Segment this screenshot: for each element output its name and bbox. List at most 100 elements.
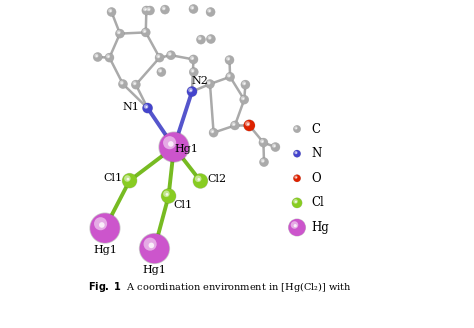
Circle shape (156, 54, 160, 58)
Circle shape (262, 160, 264, 162)
Circle shape (124, 175, 131, 182)
Circle shape (241, 80, 250, 89)
Circle shape (90, 213, 120, 243)
Circle shape (242, 81, 246, 85)
Circle shape (118, 79, 128, 89)
Circle shape (166, 51, 175, 60)
Circle shape (146, 6, 155, 15)
Circle shape (108, 9, 112, 13)
Circle shape (122, 173, 137, 189)
Circle shape (260, 139, 264, 143)
Circle shape (118, 32, 120, 33)
Circle shape (107, 7, 116, 17)
Circle shape (158, 69, 162, 73)
Circle shape (228, 75, 230, 77)
Circle shape (145, 9, 146, 10)
Circle shape (296, 152, 297, 154)
Circle shape (146, 7, 151, 11)
Text: O: O (311, 172, 321, 185)
Circle shape (133, 81, 137, 85)
Circle shape (293, 174, 301, 182)
Text: Hg1: Hg1 (93, 245, 117, 255)
Circle shape (230, 121, 239, 130)
Circle shape (166, 51, 176, 60)
Circle shape (148, 9, 150, 10)
Circle shape (293, 199, 298, 204)
Circle shape (209, 37, 211, 39)
Circle shape (189, 68, 198, 77)
Circle shape (127, 178, 129, 180)
Circle shape (259, 157, 269, 167)
Circle shape (160, 5, 170, 14)
Circle shape (168, 141, 173, 147)
Circle shape (206, 8, 215, 17)
Circle shape (293, 224, 297, 227)
Text: $\mathbf{Fig.\ 1}$  A coordination environment in [Hg(Cl₂)] with: $\mathbf{Fig.\ 1}$ A coordination enviro… (89, 279, 352, 294)
Circle shape (206, 34, 216, 44)
Circle shape (190, 6, 194, 10)
Circle shape (193, 174, 208, 188)
Circle shape (158, 56, 159, 57)
Circle shape (161, 188, 176, 204)
Circle shape (205, 79, 215, 89)
Circle shape (139, 233, 170, 264)
Circle shape (293, 150, 301, 157)
Circle shape (169, 53, 171, 55)
Circle shape (273, 145, 275, 147)
Circle shape (293, 125, 301, 133)
Circle shape (242, 98, 244, 99)
Text: Cl1: Cl1 (103, 173, 122, 183)
Circle shape (160, 5, 170, 14)
Circle shape (189, 5, 198, 13)
Circle shape (245, 121, 250, 126)
Circle shape (225, 72, 235, 82)
Circle shape (161, 189, 176, 203)
Circle shape (227, 73, 231, 77)
Circle shape (228, 58, 229, 60)
Circle shape (146, 106, 147, 108)
Circle shape (294, 126, 298, 130)
Circle shape (294, 151, 298, 154)
Circle shape (115, 29, 125, 38)
Circle shape (93, 52, 102, 62)
Circle shape (206, 34, 216, 44)
Text: N1: N1 (123, 102, 139, 112)
Circle shape (294, 175, 298, 179)
Circle shape (191, 69, 194, 73)
Circle shape (244, 83, 246, 85)
Circle shape (205, 79, 215, 89)
Circle shape (192, 173, 208, 189)
Circle shape (108, 56, 109, 57)
Circle shape (188, 88, 193, 92)
Circle shape (247, 123, 249, 125)
Circle shape (259, 138, 268, 147)
Circle shape (241, 96, 245, 100)
Circle shape (209, 128, 218, 137)
Circle shape (209, 128, 219, 137)
Circle shape (293, 125, 301, 133)
Text: Hg: Hg (311, 221, 329, 234)
Circle shape (196, 35, 206, 44)
Circle shape (142, 103, 153, 113)
Circle shape (230, 121, 240, 130)
Circle shape (148, 243, 154, 248)
Circle shape (210, 129, 214, 133)
Circle shape (163, 191, 170, 197)
Circle shape (291, 221, 298, 229)
Circle shape (225, 55, 234, 65)
Circle shape (189, 55, 198, 64)
Circle shape (225, 55, 234, 65)
Circle shape (226, 57, 230, 61)
Circle shape (209, 10, 210, 12)
Circle shape (115, 29, 125, 38)
Text: Cl2: Cl2 (208, 174, 227, 184)
Circle shape (162, 6, 165, 10)
Text: Cl1: Cl1 (173, 200, 192, 210)
Circle shape (157, 68, 166, 77)
Circle shape (293, 174, 301, 182)
Circle shape (231, 122, 236, 126)
Circle shape (165, 193, 168, 196)
Circle shape (118, 79, 128, 89)
Circle shape (122, 173, 137, 188)
Circle shape (207, 9, 211, 13)
